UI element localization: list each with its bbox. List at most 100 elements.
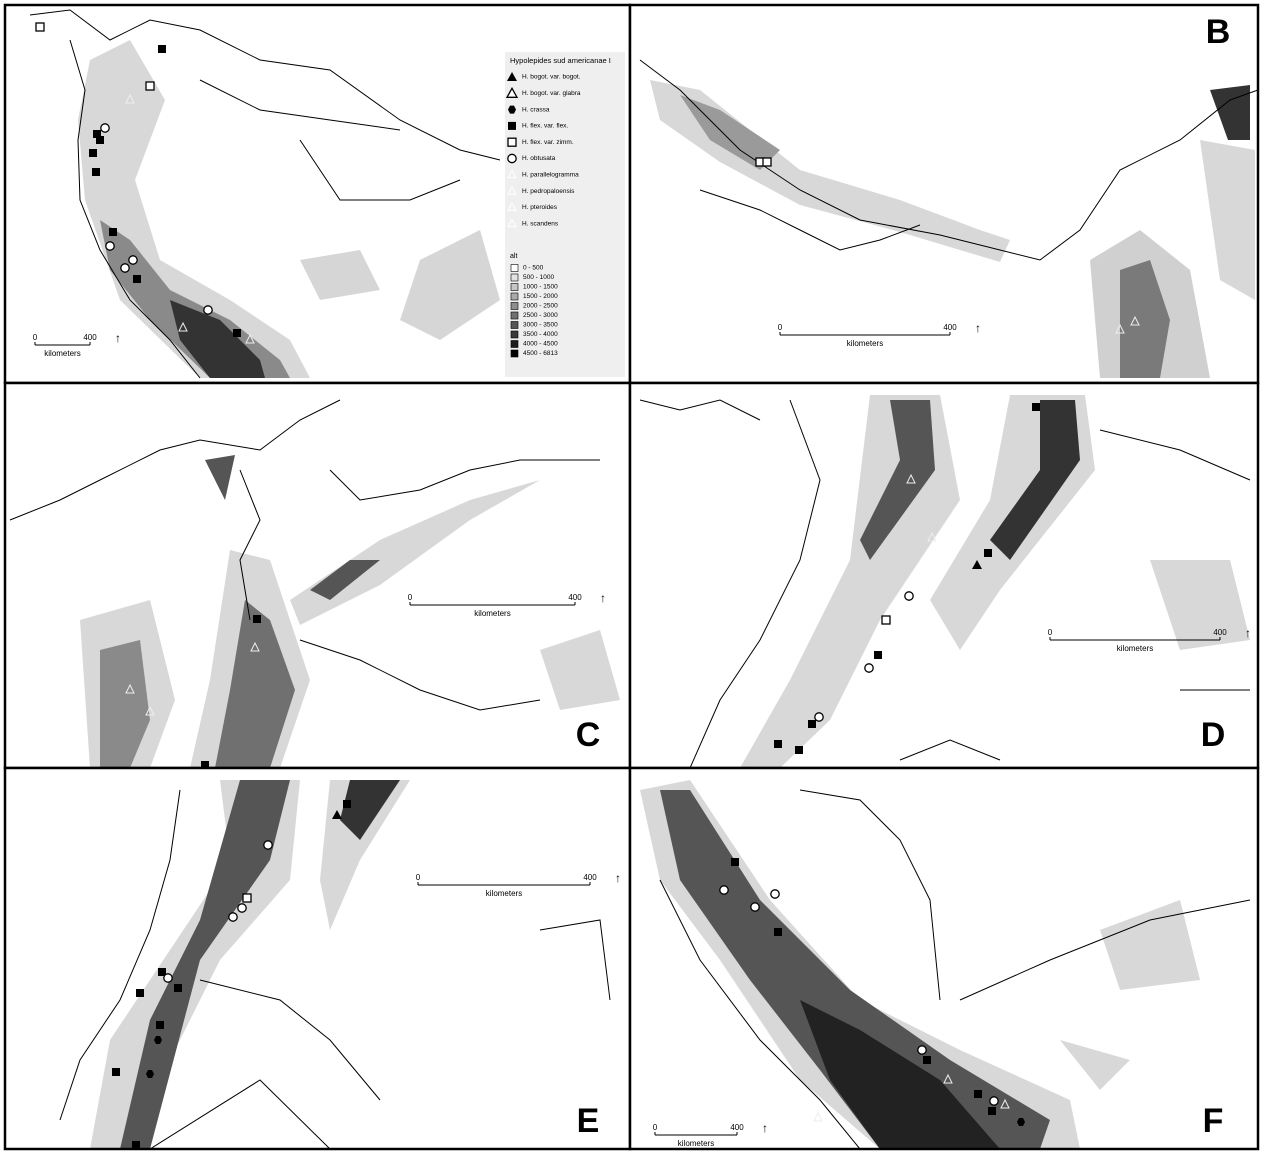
marker: [174, 984, 182, 992]
marker: [774, 928, 782, 936]
legend-class: 3500 - 4000: [523, 331, 558, 338]
marker: [233, 329, 241, 337]
map-panel: 0 400 kilometers ↑ B: [630, 5, 1258, 383]
legend-label: H. bogot. var. bogot.: [522, 74, 581, 81]
scale-start: 0: [408, 593, 413, 602]
scale-end: 400: [83, 333, 97, 342]
marker: [89, 149, 97, 157]
marker: [808, 720, 816, 728]
legend-class: 4000 - 4500: [523, 341, 558, 348]
legend-class: 2500 - 3000: [523, 312, 558, 319]
legend-swatch: [511, 303, 518, 310]
scale-end: 400: [730, 1123, 744, 1132]
panel-letter: B: [1206, 13, 1231, 51]
marker: [343, 800, 351, 808]
scale-unit: kilometers: [44, 349, 80, 358]
scale-unit: kilometers: [474, 609, 510, 618]
legend-class: 2000 - 2500: [523, 303, 558, 310]
panel-bg: [5, 768, 630, 1149]
figure: 0400kilometers↑A0400kilometers↑B0400kilo…: [0, 0, 1265, 1151]
marker: [106, 242, 114, 250]
marker: [508, 154, 516, 162]
legend-label: H. parallelogramma: [522, 172, 579, 179]
legend-alt-title: alt: [510, 253, 517, 260]
marker: [751, 903, 759, 911]
map-panel: 0 400 kilometers ↑ F: [630, 768, 1258, 1149]
marker: [133, 275, 141, 283]
legend-class: 4500 - 6813: [523, 350, 558, 357]
north-arrow: ↑: [615, 871, 621, 885]
scale-unit: kilometers: [1117, 644, 1153, 653]
scale-unit: kilometers: [486, 889, 522, 898]
marker: [720, 886, 728, 894]
legend-label: H. crassa: [522, 106, 550, 113]
scale-unit: kilometers: [847, 339, 883, 348]
marker: [96, 136, 104, 144]
marker: [146, 82, 154, 90]
legend-swatch: [511, 350, 518, 357]
legend-label: H. flex. var. flex.: [522, 123, 568, 130]
marker: [229, 913, 237, 921]
marker: [988, 1107, 996, 1115]
marker: [508, 138, 516, 146]
marker: [136, 989, 144, 997]
marker: [923, 1056, 931, 1064]
north-arrow: ↑: [762, 1121, 768, 1135]
scale-start: 0: [33, 333, 38, 342]
marker: [164, 974, 172, 982]
legend-swatch: [511, 331, 518, 338]
scale-end: 400: [943, 323, 957, 332]
scale-unit: kilometers: [678, 1139, 714, 1148]
legend-swatch: [511, 341, 518, 348]
marker: [795, 746, 803, 754]
panel-letter: F: [1203, 1102, 1224, 1140]
scale-end: 400: [568, 593, 582, 602]
legend-label: H. pedropaloensis: [522, 188, 575, 195]
marker: [121, 264, 129, 272]
marker: [156, 1021, 164, 1029]
marker: [508, 122, 516, 130]
legend-label: H. pteroides: [522, 204, 558, 211]
scale-start: 0: [1048, 628, 1053, 637]
legend-label: H. obtusata: [522, 155, 556, 162]
marker: [882, 616, 890, 624]
marker: [731, 858, 739, 866]
marker: [771, 890, 779, 898]
marker: [990, 1097, 998, 1105]
marker: [774, 740, 782, 748]
legend-swatch: [511, 265, 518, 272]
marker: [204, 306, 212, 314]
marker: [112, 1068, 120, 1076]
legend: Hypolepides sud americanae I H. bogot. va…: [505, 52, 625, 377]
legend-class: 1500 - 2000: [523, 293, 558, 300]
marker: [874, 651, 882, 659]
legend-swatch: [511, 312, 518, 319]
marker: [243, 894, 251, 902]
legend-class: 500 - 1000: [523, 274, 554, 281]
marker: [763, 158, 771, 166]
marker: [253, 615, 261, 623]
marker: [918, 1046, 926, 1054]
north-arrow: ↑: [600, 591, 606, 605]
marker: [264, 841, 272, 849]
scale-end: 400: [1213, 628, 1227, 637]
north-arrow: ↑: [975, 321, 981, 335]
marker: [36, 23, 44, 31]
marker: [865, 664, 873, 672]
marker: [905, 592, 913, 600]
map-panel: 0400kilometers↑C: [5, 383, 630, 769]
marker: [815, 713, 823, 721]
marker: [109, 228, 117, 236]
legend-swatch: [511, 293, 518, 300]
marker: [158, 45, 166, 53]
scale-start: 0: [653, 1123, 658, 1132]
legend-swatch: [511, 284, 518, 291]
legend-swatch: [511, 322, 518, 329]
marker: [129, 256, 137, 264]
north-arrow: ↑: [115, 331, 121, 345]
legend-class: 3000 - 3500: [523, 322, 558, 329]
marker: [974, 1090, 982, 1098]
scale-start: 0: [778, 323, 783, 332]
legend-title: Hypolepides sud americanae I: [510, 56, 611, 65]
